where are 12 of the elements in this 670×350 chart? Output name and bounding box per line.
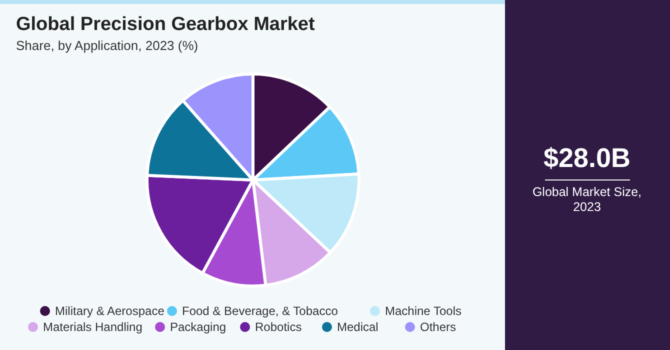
chart-title: Global Precision Gearbox Market [16, 14, 316, 35]
text: $28.0B [543, 143, 631, 173]
chart-subtitle: Share, by Application, 2023 (%) [16, 38, 198, 53]
legend-label: Materials Handling [43, 320, 142, 334]
legend-label: Machine Tools [385, 304, 462, 318]
text: Global Market Size, 2023 [532, 185, 642, 214]
legend-label: Food & Beverage, & Tobacco [182, 304, 338, 318]
legend-label: Medical [337, 320, 378, 334]
legend-label: Robotics [255, 320, 302, 334]
legend-label: Military & Aerospace [55, 304, 165, 318]
legend-label: Others [420, 320, 456, 334]
legend-label: Packaging [170, 320, 226, 334]
